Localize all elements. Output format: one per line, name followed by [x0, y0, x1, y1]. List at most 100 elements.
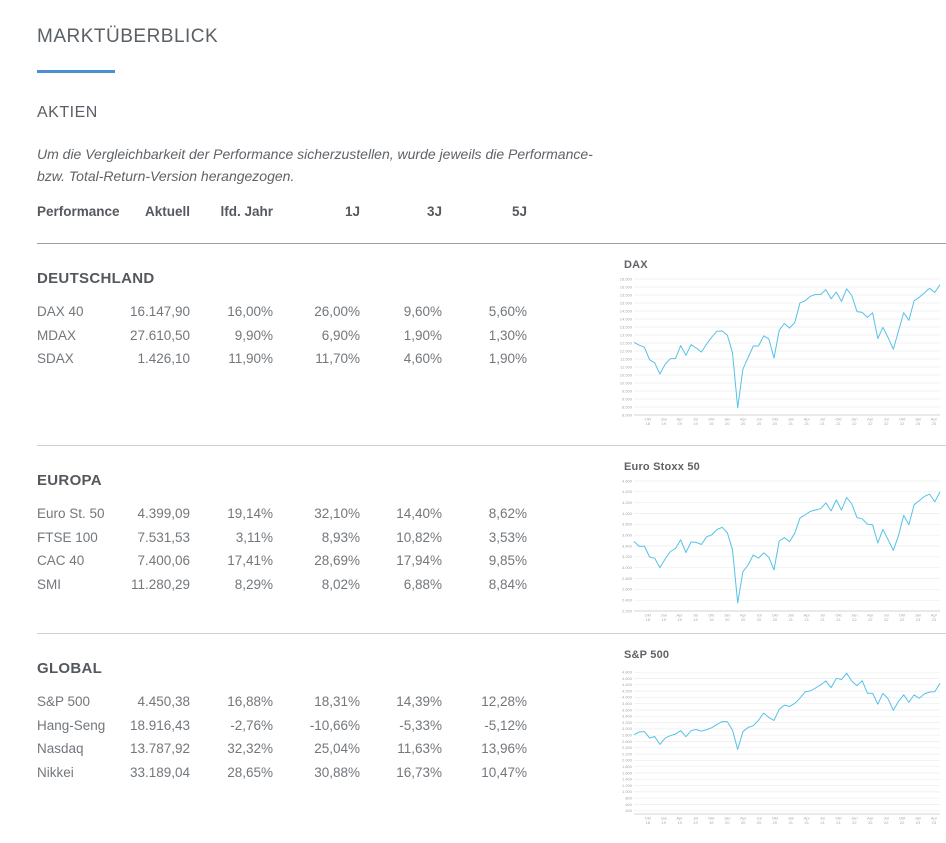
svg-text:13.500: 13.500: [620, 324, 633, 329]
chart-title-dax: DAX: [624, 259, 648, 271]
svg-text:4.600: 4.600: [622, 676, 633, 681]
svg-text:Okt: Okt: [645, 417, 652, 422]
section-deutschland: DEUTSCHLAND DAX 40 16.147,90 16,00% 26,0…: [0, 244, 946, 445]
svg-text:20: 20: [773, 617, 778, 622]
svg-text:1.600: 1.600: [622, 770, 633, 775]
svg-text:2.600: 2.600: [622, 587, 633, 592]
svg-text:Jan: Jan: [788, 417, 794, 422]
svg-text:23: 23: [916, 421, 921, 426]
svg-text:2.400: 2.400: [622, 598, 633, 603]
svg-text:Okt: Okt: [708, 613, 715, 618]
svg-text:Okt: Okt: [645, 613, 652, 618]
value-5j: 1,90%: [488, 351, 527, 367]
svg-text:18: 18: [646, 617, 651, 622]
column-header-5j: 5J: [511, 204, 527, 219]
svg-text:400: 400: [625, 808, 632, 813]
svg-text:21: 21: [836, 617, 841, 622]
value-1j: 18,31%: [314, 694, 360, 710]
svg-text:12.500: 12.500: [620, 340, 633, 345]
value-3j: 14,40%: [396, 506, 442, 522]
value-aktuell: 13.787,92: [129, 741, 190, 757]
svg-text:14.500: 14.500: [620, 308, 633, 313]
svg-text:Apr: Apr: [740, 816, 747, 821]
svg-text:Jan: Jan: [851, 417, 857, 422]
table-row-sdax: SDAX 1.426,10 11,90% 11,70% 4,60% 1,90%: [37, 347, 527, 371]
svg-text:3.400: 3.400: [622, 714, 633, 719]
svg-text:21: 21: [820, 820, 825, 825]
index-name: SDAX: [37, 351, 74, 367]
svg-text:22: 22: [852, 820, 857, 825]
svg-text:20: 20: [757, 421, 762, 426]
value-3j: 10,82%: [396, 529, 442, 545]
svg-text:20: 20: [725, 421, 730, 426]
svg-text:Apr: Apr: [931, 417, 938, 422]
svg-text:Jul: Jul: [820, 613, 825, 618]
value-3j: 14,39%: [396, 694, 442, 710]
svg-text:Apr: Apr: [804, 613, 811, 618]
section-title-aktien: AKTIEN: [37, 104, 98, 121]
svg-text:4.400: 4.400: [622, 489, 633, 494]
value-aktuell: 18.916,43: [129, 717, 190, 733]
column-header-1j: 1J: [344, 204, 360, 219]
table-row-eurostoxx: Euro St. 50 4.399,09 19,14% 32,10% 14,40…: [37, 502, 527, 526]
eurostoxx-chart: 2.200 2.400 2.600 2.800 3.000 3.200 3.400 3.600…: [615, 477, 946, 625]
svg-text:4.200: 4.200: [622, 688, 633, 693]
index-name: MDAX: [37, 327, 77, 343]
value-lfd-jahr: 8,29%: [234, 576, 273, 592]
table-row-mdax: MDAX 27.610,50 9,90% 6,90% 1,90% 1,30%: [37, 324, 527, 348]
svg-text:Apr: Apr: [804, 816, 811, 821]
svg-text:19: 19: [709, 617, 714, 622]
svg-text:Jan: Jan: [851, 816, 857, 821]
group-heading-europa: EUROPA: [37, 472, 102, 489]
svg-text:600: 600: [625, 802, 632, 807]
column-header-3j: 3J: [426, 204, 442, 219]
svg-text:22: 22: [852, 421, 857, 426]
svg-text:Jan: Jan: [724, 816, 730, 821]
svg-text:3.600: 3.600: [622, 533, 633, 538]
svg-text:1.400: 1.400: [622, 777, 633, 782]
svg-text:Okt: Okt: [835, 417, 842, 422]
svg-text:22: 22: [900, 421, 905, 426]
value-1j: -10,66%: [309, 717, 360, 733]
svg-text:22: 22: [868, 421, 873, 426]
svg-text:2.400: 2.400: [622, 745, 633, 750]
svg-text:20: 20: [741, 421, 746, 426]
svg-text:20: 20: [773, 421, 778, 426]
svg-text:19: 19: [693, 820, 698, 825]
svg-text:2.200: 2.200: [622, 608, 633, 613]
svg-text:Jan: Jan: [788, 816, 794, 821]
svg-text:3.000: 3.000: [622, 726, 633, 731]
table-row-sp500: S&P 500 4.450,38 16,88% 18,31% 14,39% 12…: [37, 690, 527, 714]
svg-text:Okt: Okt: [708, 816, 715, 821]
svg-text:Jan: Jan: [915, 816, 921, 821]
value-1j: 6,90%: [321, 327, 360, 343]
svg-text:23: 23: [916, 617, 921, 622]
accent-bar: [37, 70, 115, 73]
table-row-ftse100: FTSE 100 7.531,53 3,11% 8,93% 10,82% 3,5…: [37, 526, 527, 550]
svg-text:16.000: 16.000: [620, 284, 633, 289]
svg-text:21: 21: [836, 421, 841, 426]
section-divider: [37, 633, 946, 634]
index-name: Euro St. 50: [37, 506, 105, 522]
table-row-nasdaq: Nasdaq 13.787,92 32,32% 25,04% 11,63% 13…: [37, 737, 527, 761]
section-global: GLOBAL S&P 500 4.450,38 16,88% 18,31% 14…: [0, 634, 946, 833]
value-1j: 26,00%: [314, 304, 360, 320]
svg-text:23: 23: [932, 617, 937, 622]
svg-text:Jul: Jul: [693, 613, 698, 618]
svg-text:4.000: 4.000: [622, 695, 633, 700]
value-1j: 30,88%: [314, 764, 360, 780]
svg-text:20: 20: [725, 617, 730, 622]
value-1j: 8,93%: [321, 529, 360, 545]
svg-text:Okt: Okt: [645, 816, 652, 821]
table-row-cac40: CAC 40 7.400,06 17,41% 28,69% 17,94% 9,8…: [37, 549, 527, 573]
svg-text:19: 19: [693, 617, 698, 622]
value-lfd-jahr: 17,41%: [227, 553, 273, 569]
svg-text:11.500: 11.500: [620, 356, 633, 361]
value-aktuell: 27.610,50: [129, 327, 190, 343]
svg-text:Apr: Apr: [676, 613, 683, 618]
europa-rows: Euro St. 50 4.399,09 19,14% 32,10% 14,40…: [37, 502, 527, 596]
svg-text:21: 21: [789, 617, 794, 622]
svg-text:21: 21: [836, 820, 841, 825]
svg-text:Okt: Okt: [835, 613, 842, 618]
